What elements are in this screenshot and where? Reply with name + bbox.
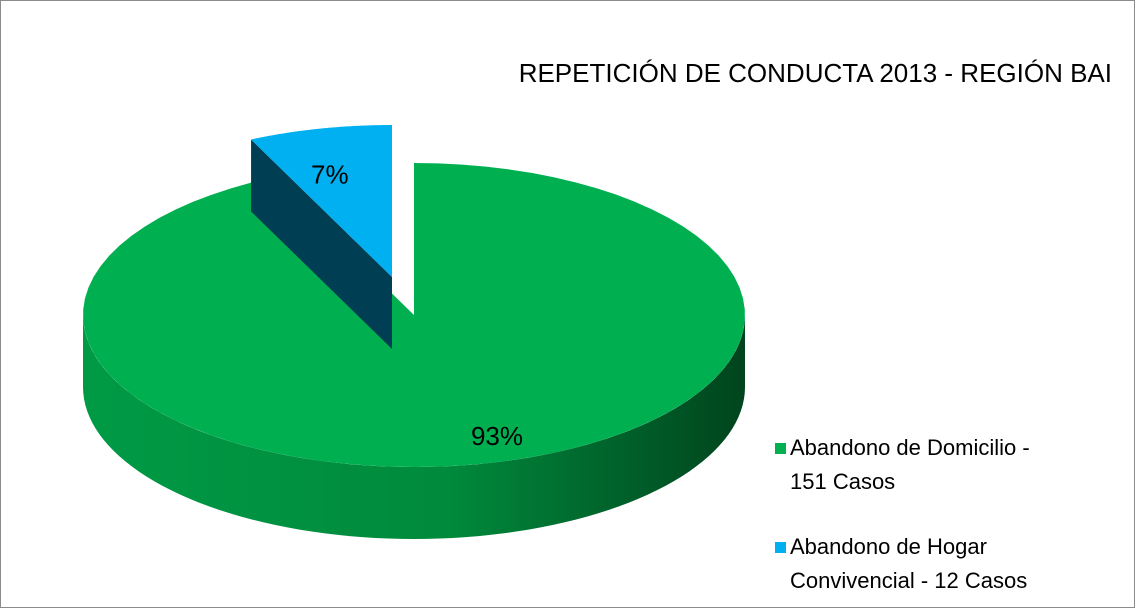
pie-slice (83, 163, 745, 467)
legend-swatch (775, 542, 786, 553)
pie-side (83, 315, 745, 539)
chart-title: REPETICIÓN DE CONDUCTA 2013 - REGIÓN BAI (519, 58, 1112, 88)
data-label: 93% (471, 421, 523, 451)
pie-cut-face (251, 139, 392, 349)
pie-slice (251, 125, 392, 277)
legend-label: Abandono de Domicilio - 151 Casos (790, 435, 1030, 494)
legend-label: Abandono de Hogar Convivencial - 12 Caso… (790, 534, 1028, 593)
data-label: 7% (311, 160, 349, 190)
legend-swatch (775, 443, 786, 454)
